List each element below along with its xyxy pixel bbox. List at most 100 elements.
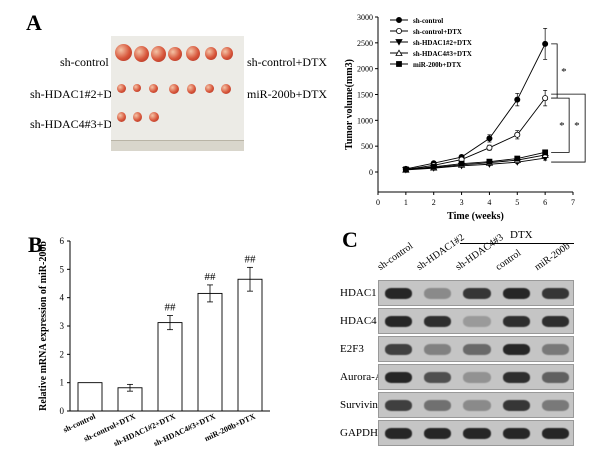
tumor [187,84,196,94]
band [463,344,491,355]
panel-c-letter: C [342,227,358,252]
band [541,344,569,355]
tumor [151,46,166,62]
significance-bracket [551,93,586,163]
band [424,344,452,355]
band [541,372,569,383]
significance-bracket [551,97,570,153]
bar [77,382,103,412]
data-point [486,158,493,165]
band [502,372,530,383]
band [502,400,530,411]
y-tick-label: 0 [60,406,65,416]
y-tick-label: 500 [361,142,373,151]
tumor [205,84,214,93]
mirna-expression-chart: 0 1 2 3 4 5 6 Relative mRNA expression of miR-2… [38,236,270,448]
y-tick-label: 1500 [357,91,373,100]
data-point [514,155,521,162]
data-point [430,163,437,170]
band [385,316,413,327]
protein-label: GAPDH [340,427,378,439]
dtx-line [460,243,574,244]
x-tick-label: 2 [432,198,436,207]
protein-label: Aurora-A [340,371,383,383]
dtx-label: DTX [510,229,533,241]
x-tick-label: 5 [515,198,519,207]
tumor [115,44,132,61]
y-tick-label: 3 [60,321,65,331]
tumor [133,84,141,92]
tumor [169,84,179,94]
y-axis-label: Tumor volume(mm3) [344,59,355,150]
band [424,288,452,299]
data-point [542,95,549,102]
legend-label: miR-200b+DTX [413,61,461,69]
band [385,428,413,439]
tumor [134,46,149,62]
lane-label: sh-control [375,240,416,273]
bar [237,278,263,412]
panel-a-letter: A [26,10,42,35]
blot-row-GAPDH [378,420,574,446]
data-point [395,39,403,46]
band [424,428,452,439]
photo-label-sh-control-dtx: sh-control+DTX [247,55,328,69]
series-line [405,43,546,170]
legend-label: sh-control+DTX [413,28,462,36]
series-line [405,154,546,171]
band [424,316,452,327]
band [463,428,491,439]
lane-label: control [493,247,523,273]
y-tick-label: 2000 [357,65,373,74]
protein-label: Survivin [340,399,378,411]
data-point [396,27,403,34]
band [541,400,569,411]
tumor [186,46,200,61]
protein-label: HDAC1 [340,287,377,299]
band [541,288,569,299]
lane-label: miR-200b [532,240,573,273]
photo-label-sh-hdac4: sh-HDAC4#3+DTX [30,117,129,131]
series-line [405,157,546,171]
x-tick-label: 0 [376,198,380,207]
tumor [205,47,217,60]
significance-star: * [559,120,565,132]
x-tick-label: 1 [404,198,408,207]
data-point [396,61,402,67]
band [502,344,530,355]
tumor [221,84,231,94]
y-tick-label: 3000 [357,13,373,22]
y-axis-label: Relative mRNA expression of miR-200b [38,241,49,411]
band [385,400,413,411]
bar-annotation: ## [205,271,217,283]
data-point [486,144,493,151]
ruler [111,140,244,151]
y-tick-label: 2 [60,349,65,359]
band [502,428,530,439]
photo-label-sh-hdac1: sh-HDAC1#2+DTX [30,87,129,101]
y-tick-label: 2500 [357,39,373,48]
tumor [168,47,182,61]
data-point [486,135,493,142]
band [463,400,491,411]
protein-label: E2F3 [340,343,364,355]
significance-star: * [574,120,580,132]
series-line [405,151,546,170]
band [463,288,491,299]
band [385,344,413,355]
y-tick-label: 5 [60,264,65,274]
band [541,316,569,327]
legend-label: sh-HDAC1#2+DTX [413,39,472,47]
y-tick-label: 1000 [357,116,373,125]
series-line [405,97,546,170]
legend-label: sh-control [413,17,443,25]
data-point [396,16,403,23]
x-tick-label: 6 [543,198,547,207]
data-point [542,149,549,156]
significance-star: * [561,66,567,78]
series-sh-HDAC4#3+DTX [402,151,549,173]
band [385,372,413,383]
significance-bracket [551,43,558,99]
x-tick-label: 3 [460,198,464,207]
band [463,372,491,383]
